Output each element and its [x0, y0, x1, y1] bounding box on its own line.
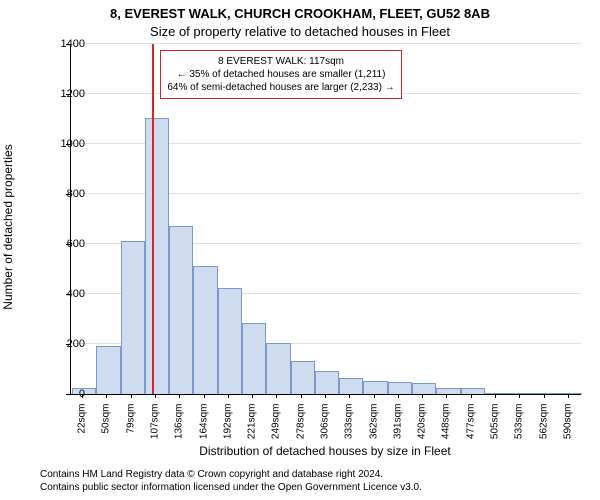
- reference-line: [152, 44, 154, 394]
- bar: [218, 288, 242, 394]
- bar: [291, 361, 315, 395]
- bar: [558, 393, 582, 394]
- y-tick-mark: [66, 94, 70, 95]
- x-axis-label: Distribution of detached houses by size …: [70, 444, 580, 458]
- x-tick-mark: [131, 394, 132, 398]
- bar: [315, 371, 339, 395]
- y-tick-mark: [66, 344, 70, 345]
- bar: [485, 393, 509, 394]
- y-tick-label: 1200: [61, 88, 85, 100]
- x-tick-mark: [446, 394, 447, 398]
- x-tick-mark: [471, 394, 472, 398]
- y-tick-label: 1000: [61, 138, 85, 150]
- chart-footer: Contains HM Land Registry data © Crown c…: [40, 468, 422, 494]
- bar: [96, 346, 120, 395]
- x-tick-mark: [495, 394, 496, 398]
- x-tick-mark: [252, 394, 253, 398]
- x-tick-mark: [325, 394, 326, 398]
- annotation-line: 8 EVEREST WALK: 117sqm: [167, 55, 394, 68]
- bar: [242, 323, 266, 394]
- x-tick-mark: [374, 394, 375, 398]
- x-tick-mark: [82, 394, 83, 398]
- x-tick-mark: [276, 394, 277, 398]
- bar: [145, 118, 169, 394]
- y-tick-mark: [66, 244, 70, 245]
- bar: [436, 388, 460, 394]
- y-tick-mark: [66, 394, 70, 395]
- chart-title-sub: Size of property relative to detached ho…: [0, 24, 600, 39]
- x-tick-mark: [398, 394, 399, 398]
- bar: [533, 393, 557, 394]
- x-tick-mark: [155, 394, 156, 398]
- x-tick-mark: [204, 394, 205, 398]
- bar: [169, 226, 193, 395]
- annotation-line: ← 35% of detached houses are smaller (1,…: [167, 68, 394, 81]
- bar: [266, 343, 290, 394]
- y-tick-label: 1400: [61, 38, 85, 50]
- y-tick-mark: [66, 144, 70, 145]
- x-tick-mark: [179, 394, 180, 398]
- y-tick-mark: [66, 194, 70, 195]
- grid-line: [71, 43, 581, 44]
- x-tick-mark: [422, 394, 423, 398]
- plot-area: 8 EVEREST WALK: 117sqm← 35% of detached …: [70, 44, 581, 395]
- footer-line-2: Contains public sector information licen…: [40, 481, 422, 494]
- y-tick-mark: [66, 44, 70, 45]
- chart-title-main: 8, EVEREST WALK, CHURCH CROOKHAM, FLEET,…: [0, 6, 600, 21]
- x-tick-mark: [228, 394, 229, 398]
- bar: [339, 378, 363, 394]
- x-tick-mark: [544, 394, 545, 398]
- annotation-box: 8 EVEREST WALK: 117sqm← 35% of detached …: [160, 50, 401, 99]
- x-tick-mark: [349, 394, 350, 398]
- bar: [412, 383, 436, 394]
- bar: [388, 382, 412, 394]
- bar: [121, 241, 145, 395]
- x-tick-mark: [519, 394, 520, 398]
- bar: [509, 393, 533, 394]
- x-tick-mark: [568, 394, 569, 398]
- bar: [193, 266, 217, 395]
- footer-line-1: Contains HM Land Registry data © Crown c…: [40, 468, 422, 481]
- bar: [363, 381, 387, 395]
- property-size-chart: 8, EVEREST WALK, CHURCH CROOKHAM, FLEET,…: [0, 0, 600, 500]
- x-tick-mark: [301, 394, 302, 398]
- x-tick-mark: [106, 394, 107, 398]
- y-tick-mark: [66, 294, 70, 295]
- annotation-line: 64% of semi-detached houses are larger (…: [167, 81, 394, 94]
- bar: [461, 388, 485, 394]
